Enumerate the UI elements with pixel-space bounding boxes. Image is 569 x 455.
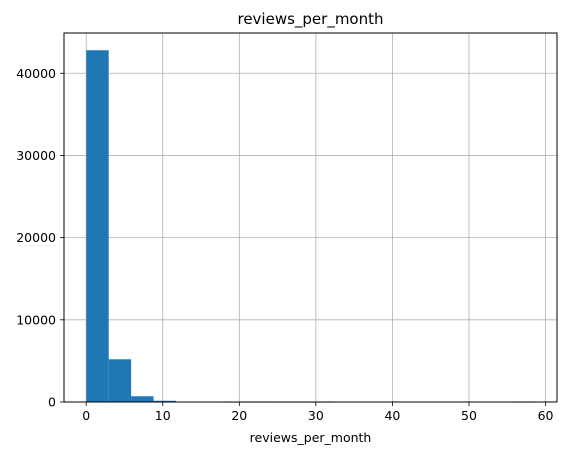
chart-title: reviews_per_month xyxy=(237,10,383,29)
x-axis-label: reviews_per_month xyxy=(250,430,372,445)
y-tick-label: 30000 xyxy=(16,148,56,163)
x-tick-label: 50 xyxy=(461,408,477,423)
grid-layer xyxy=(64,33,557,403)
y-tick-label: 40000 xyxy=(16,66,56,81)
x-ticks: 0 10 20 30 40 50 60 xyxy=(82,402,554,423)
histogram-bar xyxy=(153,400,176,402)
y-tick-label: 0 xyxy=(48,395,56,410)
y-tick-label: 20000 xyxy=(16,230,56,245)
histogram-bar xyxy=(131,396,154,402)
x-tick-label: 20 xyxy=(231,408,247,423)
x-tick-label: 40 xyxy=(384,408,400,423)
x-tick-label: 0 xyxy=(82,408,90,423)
x-tick-label: 10 xyxy=(155,408,171,423)
x-tick-label: 30 xyxy=(308,408,324,423)
x-tick-label: 60 xyxy=(538,408,554,423)
y-ticks: 0 10000 20000 30000 40000 xyxy=(16,66,64,410)
histogram-bar xyxy=(108,359,132,402)
histogram-bar xyxy=(86,50,109,402)
bars-layer xyxy=(86,50,535,403)
plot-frame xyxy=(63,32,558,403)
y-tick-label: 10000 xyxy=(16,312,56,327)
